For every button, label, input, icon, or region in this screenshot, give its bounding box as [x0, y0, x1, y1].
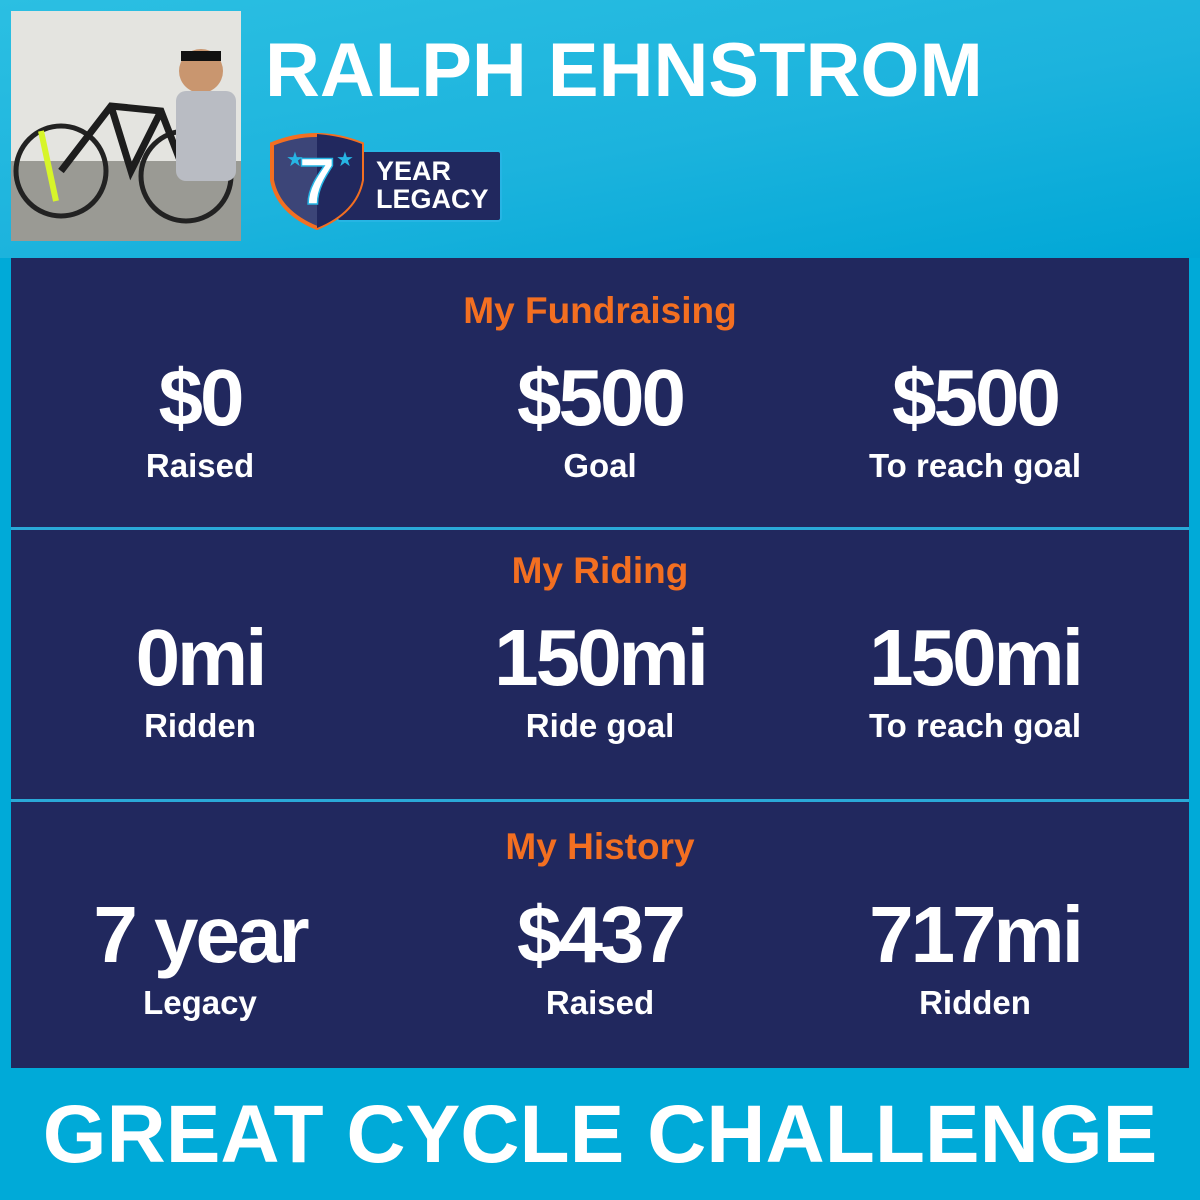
divider — [11, 527, 1189, 530]
stat-value: $437 — [517, 890, 686, 979]
brand-logo: GREAT CYCLE CHALLENGE — [42, 1089, 1158, 1180]
stat-value: $500 — [892, 353, 1061, 442]
stat-raised: $0 Raised — [20, 353, 380, 485]
stat-value: 7 year — [93, 890, 309, 979]
stat-label: Ride goal — [525, 707, 675, 744]
stat-label: To reach goal — [868, 707, 1082, 744]
stat-value: 150mi — [494, 613, 709, 702]
divider — [11, 799, 1189, 802]
badge-number: 7 — [299, 144, 336, 218]
history-section: My History 7 year Legacy $437 Raised 717mi… — [11, 802, 1189, 1068]
stat-label: To reach goal — [868, 447, 1082, 484]
stat-legacy: 7 year Legacy — [20, 890, 380, 1022]
stat-value: $0 — [158, 353, 245, 442]
section-title: My History — [505, 826, 695, 867]
stat-miles-to-goal: 150mi To reach goal — [795, 613, 1155, 745]
stat-value: $500 — [517, 353, 686, 442]
fundraising-section: My Fundraising $0 Raised $500 Goal $500 To … — [11, 258, 1189, 527]
section-title: My Riding — [511, 550, 689, 591]
stat-label: Raised — [145, 447, 255, 484]
badge-line-1: YEAR — [376, 156, 452, 186]
star-icon: ★ — [286, 149, 304, 171]
riding-section: My Riding 0mi Ridden 150mi Ride goal 150mi… — [11, 530, 1189, 799]
stat-label: Ridden — [144, 707, 256, 744]
stat-ride-goal: 150mi Ride goal — [420, 613, 780, 745]
legacy-badge: ★ ★ 7 YEAR LEGACY — [266, 130, 502, 230]
stat-history-raised: $437 Raised — [420, 890, 780, 1022]
stat-value: 0mi — [135, 613, 268, 702]
stat-goal: $500 Goal — [420, 353, 780, 485]
stat-history-ridden: 717mi Ridden — [795, 890, 1155, 1022]
star-icon: ★ — [336, 149, 354, 171]
stat-ridden: 0mi Ridden — [20, 613, 380, 745]
stat-to-reach-goal: $500 To reach goal — [795, 353, 1155, 485]
badge-line-2: LEGACY — [376, 184, 489, 214]
stat-label: Raised — [545, 984, 655, 1021]
section-title: My Fundraising — [463, 290, 737, 331]
stat-label: Legacy — [143, 984, 257, 1021]
shield-icon: ★ ★ 7 — [270, 133, 364, 230]
participant-name: RALPH EHNSTROM — [265, 28, 983, 113]
profile-photo — [11, 11, 241, 241]
stat-value: 150mi — [869, 613, 1084, 702]
stat-label: Ridden — [919, 984, 1031, 1021]
stats-panel: My Fundraising $0 Raised $500 Goal $500 To … — [11, 258, 1189, 1068]
stat-label: Goal — [563, 447, 637, 484]
stat-value: 717mi — [869, 890, 1084, 979]
